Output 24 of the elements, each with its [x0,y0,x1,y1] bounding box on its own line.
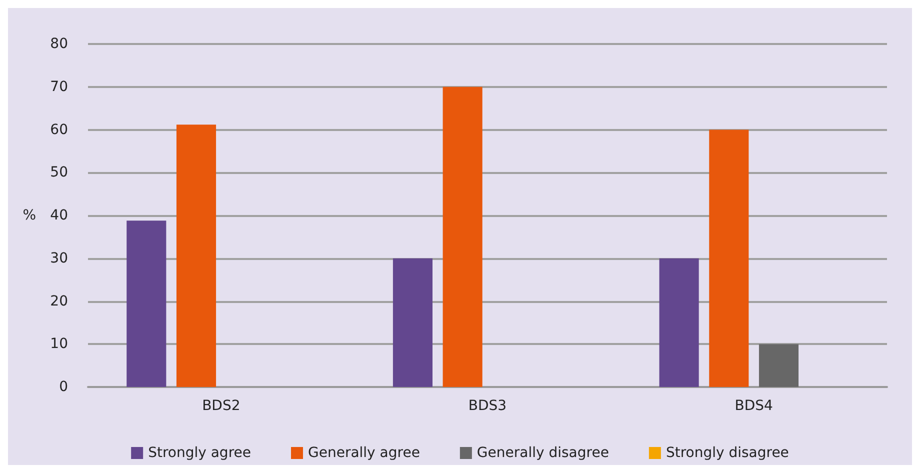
legend-label: Strongly agree [148,445,251,461]
bar [392,258,433,387]
bar [442,86,482,387]
y-tick-label: 50 [50,164,68,181]
y-tick-label: 30 [50,250,68,266]
bar [758,344,799,387]
y-tick-label: 20 [50,293,68,310]
y-tick-label: 0 [59,379,68,395]
bar [126,220,166,387]
y-axis-title: % [22,208,36,224]
x-tick-label: BDS3 [468,398,507,414]
y-tick-label: 40 [50,208,68,224]
x-tick-label: BDS2 [202,398,240,414]
legend-label: Generally agree [308,445,420,461]
y-tick-label: 10 [50,336,68,352]
bar [659,258,699,387]
y-tick-label: 70 [50,78,68,95]
y-tick-label: 80 [50,36,68,52]
legend-label: Strongly disagree [666,445,789,461]
x-tick-label: BDS4 [734,398,774,414]
legend-label: Generally disagree [476,445,609,461]
bar [176,124,216,387]
y-tick-label: 60 [50,122,68,138]
bar [709,130,749,387]
